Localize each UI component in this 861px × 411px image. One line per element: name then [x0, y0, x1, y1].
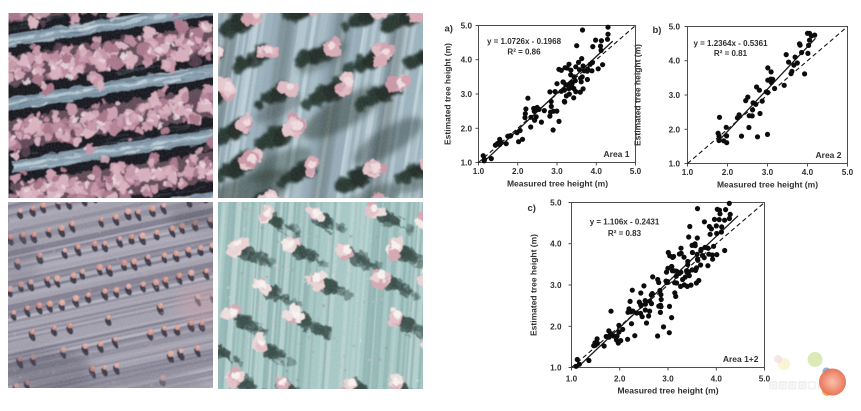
svg-text:y = 1.106x - 0.2431: y = 1.106x - 0.2431: [590, 218, 660, 227]
svg-text:1.0: 1.0: [682, 168, 694, 177]
svg-text:4.0: 4.0: [669, 57, 681, 66]
svg-text:Area 1+2: Area 1+2: [723, 354, 759, 364]
svg-text:4.0: 4.0: [461, 56, 473, 65]
svg-text:1.0: 1.0: [566, 375, 578, 384]
svg-text:!: !: [818, 381, 821, 391]
svg-text:1.0: 1.0: [461, 159, 473, 168]
svg-text:1.0: 1.0: [473, 167, 485, 176]
svg-text:Estimated tree height (m): Estimated tree height (m): [529, 234, 539, 336]
svg-text:c): c): [528, 203, 536, 214]
svg-text:y = 1.2364x - 0.5361: y = 1.2364x - 0.5361: [693, 39, 768, 48]
svg-text:2.0: 2.0: [461, 124, 473, 133]
svg-text:3.0: 3.0: [551, 167, 563, 176]
svg-text:Measured tree height (m): Measured tree height (m): [617, 386, 718, 396]
svg-text:Estimated tree height (m): Estimated tree height (m): [443, 43, 453, 145]
svg-text:3.0: 3.0: [662, 375, 674, 384]
svg-text:5.0: 5.0: [842, 168, 854, 177]
svg-text:Area 1: Area 1: [604, 149, 630, 159]
svg-text:a): a): [445, 24, 453, 35]
svg-text:y = 1.0726x - 0.1968: y = 1.0726x - 0.1968: [487, 37, 562, 46]
svg-text:5.0: 5.0: [630, 167, 642, 176]
svg-text:2.0: 2.0: [550, 322, 562, 331]
svg-text:Measured tree height (m): Measured tree height (m): [717, 180, 818, 190]
svg-text:4.0: 4.0: [550, 240, 562, 249]
svg-text:Area 2: Area 2: [816, 150, 842, 160]
svg-text:2.0: 2.0: [722, 168, 734, 177]
svg-text:1.0: 1.0: [669, 160, 681, 169]
svg-text:4.0: 4.0: [711, 375, 723, 384]
svg-text:3.0: 3.0: [461, 90, 473, 99]
svg-text:2.0: 2.0: [614, 375, 626, 384]
svg-text:5.0: 5.0: [669, 23, 681, 32]
svg-text:R² = 0.81: R² = 0.81: [714, 49, 748, 58]
svg-text:3.0: 3.0: [669, 91, 681, 100]
svg-text:Estimated tree height (m): Estimated tree height (m): [633, 44, 643, 146]
svg-text:2.0: 2.0: [512, 167, 524, 176]
svg-text:3.0: 3.0: [550, 281, 562, 290]
svg-text:1.0: 1.0: [550, 364, 562, 373]
svg-text:4.0: 4.0: [591, 167, 603, 176]
svg-text:b): b): [653, 25, 662, 36]
svg-text:R² = 0.83: R² = 0.83: [608, 229, 642, 238]
svg-text:2.0: 2.0: [669, 125, 681, 134]
svg-text:R² = 0.86: R² = 0.86: [507, 48, 541, 57]
svg-text:Measured tree height (m): Measured tree height (m): [507, 179, 608, 189]
svg-text:5.0: 5.0: [759, 375, 771, 384]
svg-text:5.0: 5.0: [550, 199, 562, 208]
svg-text:4.0: 4.0: [802, 168, 814, 177]
svg-text:3.0: 3.0: [762, 168, 774, 177]
svg-text:5.0: 5.0: [461, 22, 473, 31]
